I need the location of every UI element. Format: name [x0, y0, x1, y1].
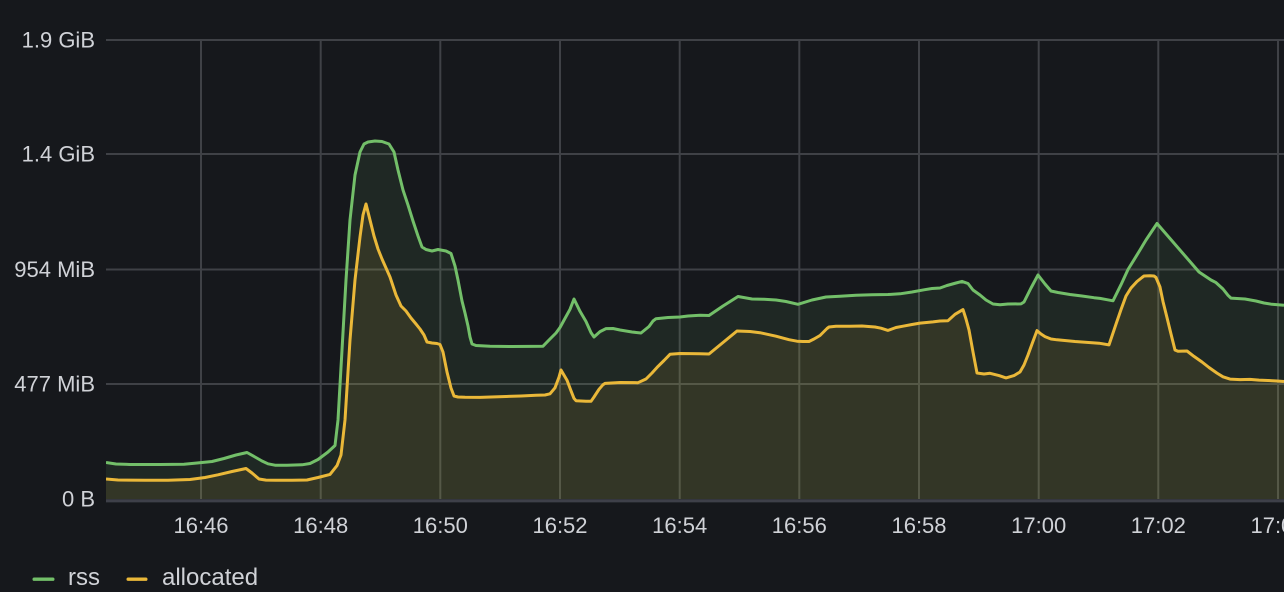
svg-text:rss: rss — [68, 564, 100, 591]
svg-text:477 MiB: 477 MiB — [14, 372, 95, 397]
svg-text:954 MiB: 954 MiB — [14, 257, 95, 282]
svg-text:16:50: 16:50 — [413, 513, 468, 538]
svg-text:allocated: allocated — [162, 564, 258, 591]
svg-text:1.9 GiB: 1.9 GiB — [22, 28, 95, 53]
svg-text:1.4 GiB: 1.4 GiB — [22, 142, 95, 167]
svg-text:16:52: 16:52 — [532, 513, 587, 538]
svg-text:17:04: 17:04 — [1250, 513, 1284, 538]
svg-text:0 B: 0 B — [62, 487, 95, 512]
svg-text:16:48: 16:48 — [293, 513, 348, 538]
svg-text:16:56: 16:56 — [772, 513, 827, 538]
svg-text:17:02: 17:02 — [1131, 513, 1186, 538]
svg-text:16:46: 16:46 — [173, 513, 228, 538]
svg-text:16:58: 16:58 — [891, 513, 946, 538]
svg-text:17:00: 17:00 — [1011, 513, 1066, 538]
svg-text:16:54: 16:54 — [652, 513, 707, 538]
